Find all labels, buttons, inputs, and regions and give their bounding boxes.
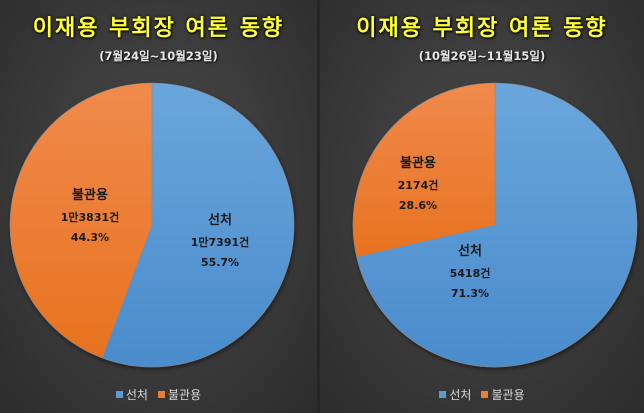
data-label-bulgwanyong: 불관용 1만3831건 44.3% xyxy=(61,184,120,248)
chart-subtitle: (7월24일~10월23일) xyxy=(99,49,218,63)
chart-title: 이재용 부회장 여론 동향 xyxy=(356,16,608,41)
slice-percent: 44.3% xyxy=(70,231,110,244)
chart-legend: 선처 불관용 xyxy=(0,386,317,403)
legend-item-bulgwanyong: 불관용 xyxy=(481,386,525,403)
data-label-seoncheo: 선처 5418건 71.3% xyxy=(450,240,491,304)
slice-count: 2174건 xyxy=(397,179,439,192)
chart-title: 이재용 부회장 여론 동향 xyxy=(32,16,285,41)
legend-swatch-blue xyxy=(115,391,123,398)
slice-percent: 71.3% xyxy=(450,287,490,300)
pie-slice-bulgwanyong xyxy=(352,82,496,258)
chart-subtitle: (10월26일~11월15일) xyxy=(418,49,546,63)
chart-legend: 선처 불관용 xyxy=(320,386,644,403)
legend-swatch-orange xyxy=(157,391,165,398)
pie-chart xyxy=(352,82,638,368)
legend-item-seoncheo: 선처 xyxy=(115,386,148,403)
legend-label: 선처 xyxy=(449,388,472,402)
pie-slices xyxy=(352,82,638,368)
pie-chart xyxy=(9,82,295,368)
slice-count: 1만7391건 xyxy=(190,236,250,249)
slice-percent: 28.6% xyxy=(398,199,438,212)
slice-name: 선처 xyxy=(458,244,482,259)
data-label-seoncheo: 선처 1만7391건 55.7% xyxy=(191,209,250,273)
pie-slice-seoncheo xyxy=(356,82,638,368)
chart-panel-left: 이재용 부회장 여론 동향 (7월24일~10월23일) 불관용 1만3831건… xyxy=(0,0,320,413)
slice-name: 불관용 xyxy=(72,188,108,203)
legend-label: 불관용 xyxy=(167,388,202,402)
legend-label: 선처 xyxy=(125,388,148,402)
slice-name: 선처 xyxy=(208,213,232,228)
pie-slices xyxy=(9,82,295,368)
slice-count: 5418건 xyxy=(449,267,491,280)
legend-item-bulgwanyong: 불관용 xyxy=(157,386,202,403)
legend-swatch-blue xyxy=(439,391,447,398)
pie-slice-bulgwanyong xyxy=(9,82,153,359)
chart-panel-right: 이재용 부회장 여론 동향 (10월26일~11월15일) 불관용 2174건 … xyxy=(320,0,644,413)
slice-name: 불관용 xyxy=(400,156,436,171)
data-label-bulgwanyong: 불관용 2174건 28.6% xyxy=(398,152,439,216)
pie-slice-seoncheo xyxy=(101,82,295,368)
slice-percent: 55.7% xyxy=(200,256,240,269)
legend-label: 불관용 xyxy=(491,388,525,402)
legend-swatch-orange xyxy=(481,391,489,398)
legend-item-seoncheo: 선처 xyxy=(439,386,471,403)
slice-count: 1만3831건 xyxy=(60,211,120,224)
